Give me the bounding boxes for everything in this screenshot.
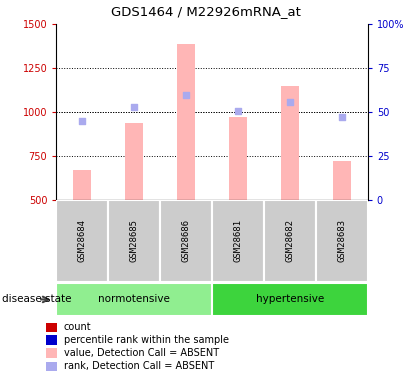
Text: GSM28684: GSM28684 [78,219,87,262]
Text: GSM28685: GSM28685 [130,219,139,262]
Point [339,114,345,120]
Bar [281,86,299,200]
Point [79,118,85,124]
Bar [46,336,58,345]
Bar [46,348,58,358]
Text: GSM28683: GSM28683 [337,219,346,262]
Bar [125,123,143,200]
Text: value, Detection Call = ABSENT: value, Detection Call = ABSENT [64,348,219,358]
Text: count: count [64,322,92,332]
Bar [73,170,91,200]
Text: GSM28682: GSM28682 [286,219,294,262]
Bar [333,161,351,200]
Text: percentile rank within the sample: percentile rank within the sample [64,335,229,345]
Point [286,99,293,105]
Bar [56,283,212,316]
Text: hypertensive: hypertensive [256,294,324,304]
Point [131,104,137,110]
Text: GSM28681: GSM28681 [233,219,242,262]
Bar [212,200,264,282]
Bar [212,283,368,316]
Bar [229,117,247,200]
Bar [264,200,316,282]
Text: disease state: disease state [2,294,72,304]
Bar [46,322,58,332]
Point [183,92,189,98]
Text: GDS1464 / M22926mRNA_at: GDS1464 / M22926mRNA_at [111,6,300,18]
Bar [56,200,108,282]
Bar [177,44,195,200]
Point [235,108,241,114]
Bar [316,200,368,282]
Text: GSM28686: GSM28686 [182,219,191,262]
Bar [108,200,160,282]
Text: normotensive: normotensive [98,294,170,304]
Text: rank, Detection Call = ABSENT: rank, Detection Call = ABSENT [64,361,214,371]
Bar [160,200,212,282]
Bar [46,362,58,371]
